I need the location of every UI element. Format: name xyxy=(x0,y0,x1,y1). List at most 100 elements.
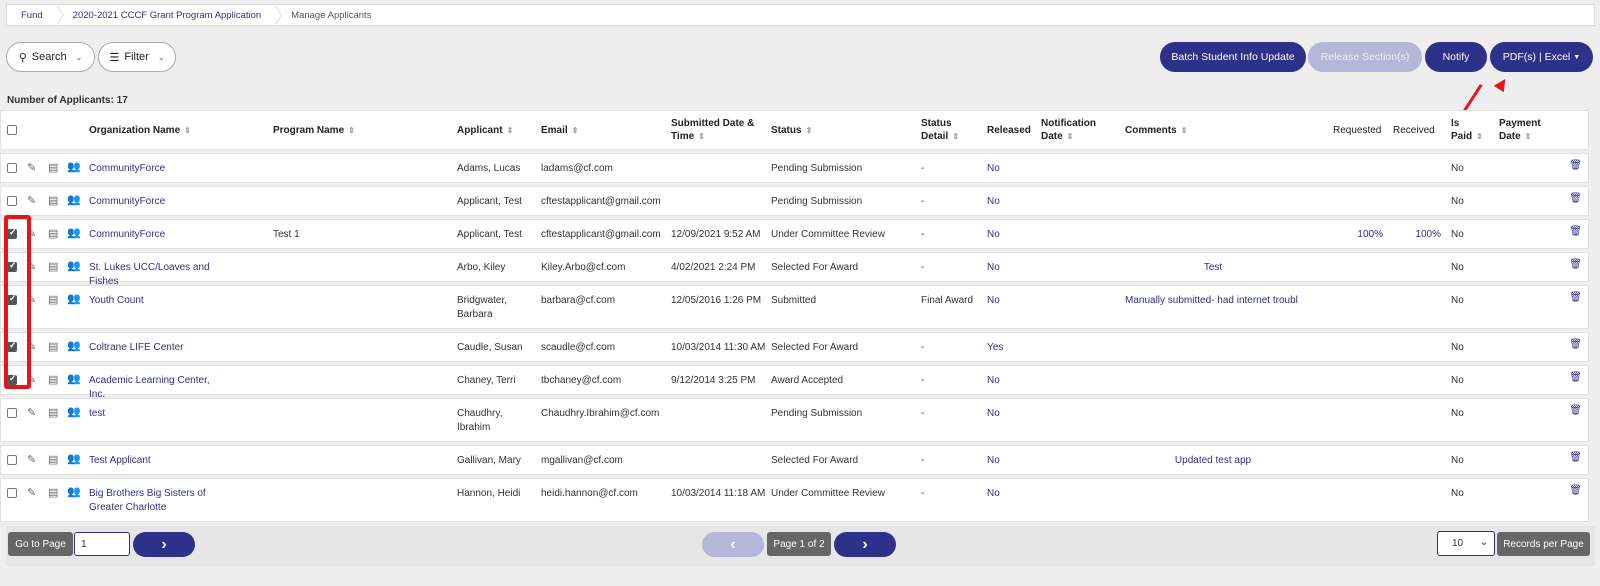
users-icon[interactable]: 👥 xyxy=(67,260,81,272)
col-program[interactable]: Program Name ⇕ xyxy=(273,125,355,136)
document-icon[interactable]: ▤ xyxy=(48,162,59,174)
pdf-excel-button[interactable]: PDF(s) | Excel ▼ xyxy=(1490,42,1593,72)
trash-icon[interactable]: 🗑 xyxy=(1569,259,1582,270)
col-comments[interactable]: Comments ⇕ xyxy=(1125,125,1188,136)
row-checkbox[interactable] xyxy=(7,455,17,465)
org-cell[interactable]: Youth Count xyxy=(89,295,144,306)
document-icon[interactable]: ▤ xyxy=(48,195,59,207)
requested-cell[interactable]: 100% xyxy=(1357,229,1383,240)
col-email[interactable]: Email ⇕ xyxy=(541,125,579,136)
received-cell[interactable]: 100% xyxy=(1415,229,1441,240)
edit-icon[interactable]: ✎ xyxy=(27,294,37,306)
users-icon[interactable]: 👥 xyxy=(67,161,81,173)
trash-icon[interactable]: 🗑 xyxy=(1569,372,1582,383)
edit-icon[interactable]: ✎ xyxy=(27,228,37,240)
row-checkbox[interactable] xyxy=(7,488,17,498)
go-to-page-button[interactable]: Go to Page xyxy=(8,532,73,556)
edit-icon[interactable]: ✎ xyxy=(27,407,37,419)
document-icon[interactable]: ▤ xyxy=(48,487,59,499)
released-cell[interactable]: No xyxy=(987,295,1000,306)
trash-icon[interactable]: 🗑 xyxy=(1569,226,1582,237)
edit-icon[interactable]: ✎ xyxy=(27,487,37,499)
col-notification[interactable]: Notification Date ⇕ xyxy=(1041,118,1096,142)
trash-icon[interactable]: 🗑 xyxy=(1569,292,1582,303)
records-per-page-select[interactable]: 10 ⌄ xyxy=(1437,531,1495,556)
org-cell[interactable]: Academic Learning Center, Inc. xyxy=(89,375,210,400)
comment-cell[interactable]: Manually submitted- had internet troubl xyxy=(1125,295,1298,306)
prev-page-button[interactable]: ‹ xyxy=(702,532,764,557)
release-sections-button[interactable]: Release Section(s) xyxy=(1308,42,1422,72)
edit-icon[interactable]: ✎ xyxy=(27,261,37,273)
document-icon[interactable]: ▤ xyxy=(48,341,59,353)
edit-icon[interactable]: ✎ xyxy=(27,374,37,386)
org-cell[interactable]: CommunityForce xyxy=(89,229,166,240)
edit-icon[interactable]: ✎ xyxy=(27,454,37,466)
trash-icon[interactable]: 🗑 xyxy=(1569,452,1582,463)
released-cell[interactable]: No xyxy=(987,488,1000,499)
released-cell[interactable]: No xyxy=(987,262,1000,273)
notify-button[interactable]: Notify xyxy=(1425,42,1487,72)
breadcrumb-program[interactable]: 2020-2021 CCCF Grant Program Application xyxy=(57,5,283,25)
users-icon[interactable]: 👥 xyxy=(67,406,81,418)
released-cell[interactable]: No xyxy=(987,229,1000,240)
row-checkbox[interactable] xyxy=(7,196,17,206)
col-submitted[interactable]: Submitted Date & Time ⇕ xyxy=(671,118,755,142)
go-next-button[interactable]: › xyxy=(133,532,195,557)
released-cell[interactable]: No xyxy=(987,196,1000,207)
row-checkbox[interactable] xyxy=(7,408,17,418)
trash-icon[interactable]: 🗑 xyxy=(1569,485,1582,496)
comment-cell[interactable]: Updated test app xyxy=(1174,455,1252,466)
trash-icon[interactable]: 🗑 xyxy=(1569,160,1582,171)
page-number-input[interactable]: 1 xyxy=(74,532,130,556)
org-cell[interactable]: CommunityForce xyxy=(89,163,166,174)
document-icon[interactable]: ▤ xyxy=(48,407,59,419)
edit-icon[interactable]: ✎ xyxy=(27,195,37,207)
document-icon[interactable]: ▤ xyxy=(48,228,59,240)
document-icon[interactable]: ▤ xyxy=(48,454,59,466)
document-icon[interactable]: ▤ xyxy=(48,294,59,306)
released-cell[interactable]: No xyxy=(987,408,1000,419)
col-payment-date[interactable]: Payment Date ⇕ xyxy=(1499,118,1541,142)
col-applicant[interactable]: Applicant ⇕ xyxy=(457,125,514,136)
users-icon[interactable]: 👥 xyxy=(67,373,81,385)
org-cell[interactable]: CommunityForce xyxy=(89,196,166,207)
org-cell[interactable]: test xyxy=(89,408,106,419)
org-cell[interactable]: St. Lukes UCC/Loaves and Fishes xyxy=(89,262,210,287)
org-cell[interactable]: Coltrane LIFE Center xyxy=(89,342,184,353)
col-org[interactable]: Organization Name ⇕ xyxy=(89,125,191,136)
users-icon[interactable]: 👥 xyxy=(67,227,81,239)
users-icon[interactable]: 👥 xyxy=(67,293,81,305)
col-status[interactable]: Status ⇕ xyxy=(771,125,813,136)
edit-icon[interactable]: ✎ xyxy=(27,341,37,353)
released-cell[interactable]: No xyxy=(987,455,1000,466)
users-icon[interactable]: 👥 xyxy=(67,453,81,465)
document-icon[interactable]: ▤ xyxy=(48,374,59,386)
search-button[interactable]: ⚲ Search ⌄ xyxy=(6,42,95,72)
batch-student-info-update-button[interactable]: Batch Student Info Update xyxy=(1160,42,1306,72)
users-icon[interactable]: 👥 xyxy=(67,340,81,352)
org-cell[interactable]: Big Brothers Big Sisters of Greater Char… xyxy=(89,488,206,513)
next-page-button[interactable]: › xyxy=(834,532,896,557)
trash-icon[interactable]: 🗑 xyxy=(1569,193,1582,204)
comment-cell[interactable]: Test xyxy=(1203,262,1223,273)
select-all-checkbox[interactable] xyxy=(7,125,17,135)
released-cell[interactable]: No xyxy=(987,163,1000,174)
users-icon[interactable]: 👥 xyxy=(67,486,81,498)
col-status-detail[interactable]: Status Detail ⇕ xyxy=(921,118,959,142)
breadcrumb-fund[interactable]: Fund xyxy=(7,5,64,25)
trash-icon[interactable]: 🗑 xyxy=(1569,339,1582,350)
org-cell[interactable]: Test Applicant xyxy=(89,455,151,466)
filter-button[interactable]: ☰ Filter ⌄ xyxy=(98,42,176,72)
records-per-page-button[interactable]: Records per Page xyxy=(1497,532,1590,556)
status-detail-cell: - xyxy=(921,488,925,499)
row-checkbox[interactable] xyxy=(7,163,17,173)
document-icon[interactable]: ▤ xyxy=(48,261,59,273)
trash-icon[interactable]: 🗑 xyxy=(1569,405,1582,416)
submitted-cell: 4/02/2021 2:24 PM xyxy=(671,262,756,273)
released-cell[interactable]: No xyxy=(987,375,1000,386)
col-is-paid[interactable]: Is Paid ⇕ xyxy=(1451,118,1483,142)
edit-icon[interactable]: ✎ xyxy=(27,162,37,174)
released-cell[interactable]: Yes xyxy=(987,342,1004,353)
users-icon[interactable]: 👥 xyxy=(67,194,81,206)
status-cell: Award Accepted xyxy=(771,375,844,386)
